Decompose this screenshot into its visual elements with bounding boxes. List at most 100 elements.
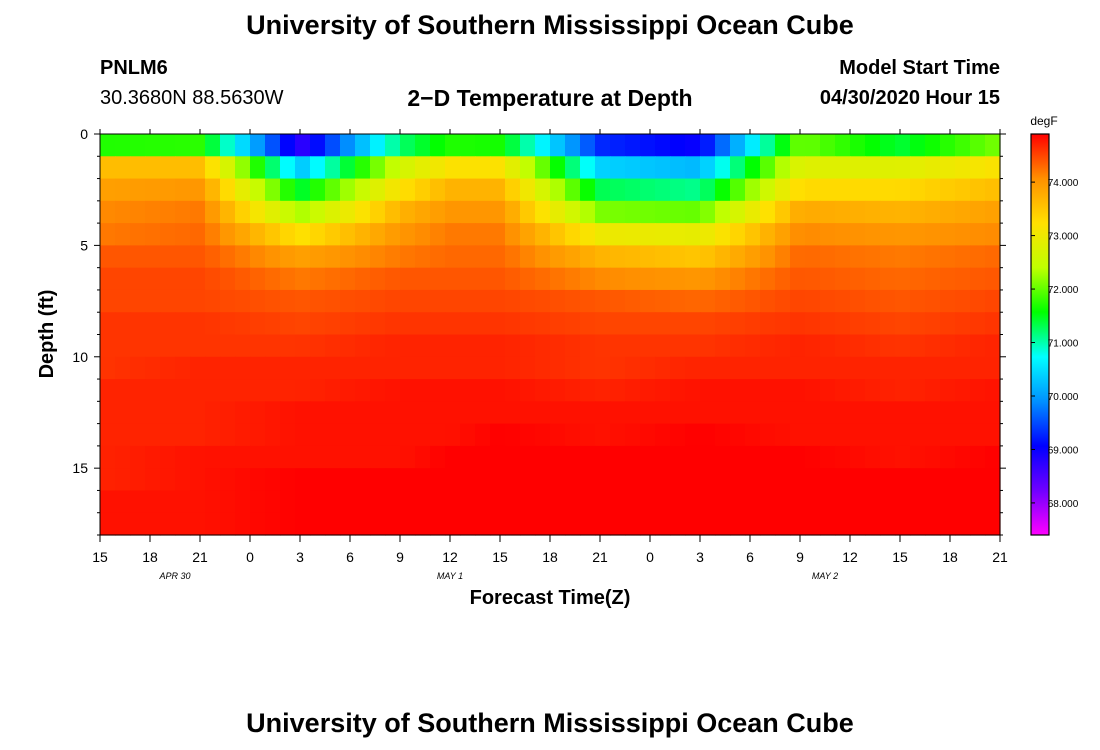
heatmap-cell [520,334,536,358]
heatmap-cell [775,379,791,402]
heatmap-cell [955,289,971,313]
heatmap-cell [985,356,1001,380]
heatmap-cell [835,401,851,425]
heatmap-cell [190,356,206,380]
heatmap-cell [700,156,716,180]
heatmap-cell [670,178,686,202]
heatmap-cell [685,200,701,224]
heatmap-cell [820,423,836,447]
heatmap-cell [385,423,401,447]
heatmap-cell [775,178,791,202]
heatmap-cell [835,379,851,402]
heatmap-cell [850,401,866,425]
x-tick-label: 12 [442,549,458,565]
heatmap-cell [100,334,116,358]
heatmap-cell [580,134,596,157]
heatmap-cell [190,289,206,313]
heatmap-cell [775,289,791,313]
heatmap-cell [955,334,971,358]
heatmap-cell [445,134,461,157]
heatmap-cell [310,423,326,447]
heatmap-cell [775,445,791,469]
heatmap-cell [235,312,251,336]
heatmap-cell [460,134,476,157]
heatmap-cell [130,156,146,180]
heatmap-cell [265,156,281,180]
heatmap-cell [190,445,206,469]
heatmap-cell [220,156,236,180]
heatmap-cell [760,200,776,224]
heatmap-cell [835,200,851,224]
heatmap-cell [775,156,791,180]
heatmap-cell [775,245,791,269]
heatmap-cell [250,267,266,291]
heatmap-cell [850,490,866,514]
heatmap-cell [760,356,776,380]
heatmap-cell [505,267,521,291]
heatmap-cell [625,200,641,224]
heatmap-cell [175,223,191,246]
heatmap-cell [505,200,521,224]
heatmap-cell [955,401,971,425]
heatmap-cell [610,267,626,291]
heatmap-cell [850,334,866,358]
heatmap-cell [955,178,971,202]
heatmap-cell [835,178,851,202]
heatmap-cell [715,289,731,313]
heatmap-cell [370,468,386,492]
heatmap-cell [850,423,866,447]
heatmap-cell [970,245,986,269]
heatmap-cell [745,200,761,224]
heatmap-cell [580,178,596,202]
heatmap-cell [130,178,146,202]
heatmap-cell [310,445,326,469]
heatmap-cell [325,512,341,536]
heatmap-cell [760,401,776,425]
heatmap-cell [115,245,131,269]
heatmap-cell [745,245,761,269]
heatmap-cell [250,468,266,492]
heatmap-cell [910,401,926,425]
heatmap-cell [745,134,761,157]
heatmap-cell [445,200,461,224]
heatmap-cell [790,245,806,269]
heatmap-cell [385,267,401,291]
heatmap-cell [625,423,641,447]
heatmap-cell [115,156,131,180]
heatmap-cell [670,445,686,469]
heatmap-cell [100,200,116,224]
x-tick-label: 9 [796,549,804,565]
heatmap-cell [535,423,551,447]
heatmap-cell [820,223,836,246]
heatmap-cell [610,356,626,380]
heatmap-cell [145,134,161,157]
heatmap-cell [730,334,746,358]
heatmap-cell [505,289,521,313]
heatmap-cell [595,245,611,269]
heatmap-cell [460,334,476,358]
heatmap-cell [175,512,191,536]
heatmap-cell [325,289,341,313]
x-tick-label: 15 [492,549,508,565]
heatmap-cell [760,379,776,402]
heatmap-cell [370,245,386,269]
heatmap-cell [160,178,176,202]
heatmap-cell [595,200,611,224]
heatmap-cell [415,356,431,380]
heatmap-cell [790,200,806,224]
heatmap-cell [175,312,191,336]
heatmap-cell [370,490,386,514]
heatmap-cell [670,356,686,380]
heatmap-cell [685,490,701,514]
heatmap-cell [505,490,521,514]
heatmap-cell [760,423,776,447]
heatmap-cell [505,245,521,269]
heatmap-cell [175,245,191,269]
heatmap-cell [670,267,686,291]
heatmap-cell [310,245,326,269]
heatmap-cell [955,312,971,336]
heatmap-cell [385,200,401,224]
heatmap-cell [985,134,1001,157]
heatmap-cell [670,334,686,358]
heatmap-cell [715,312,731,336]
